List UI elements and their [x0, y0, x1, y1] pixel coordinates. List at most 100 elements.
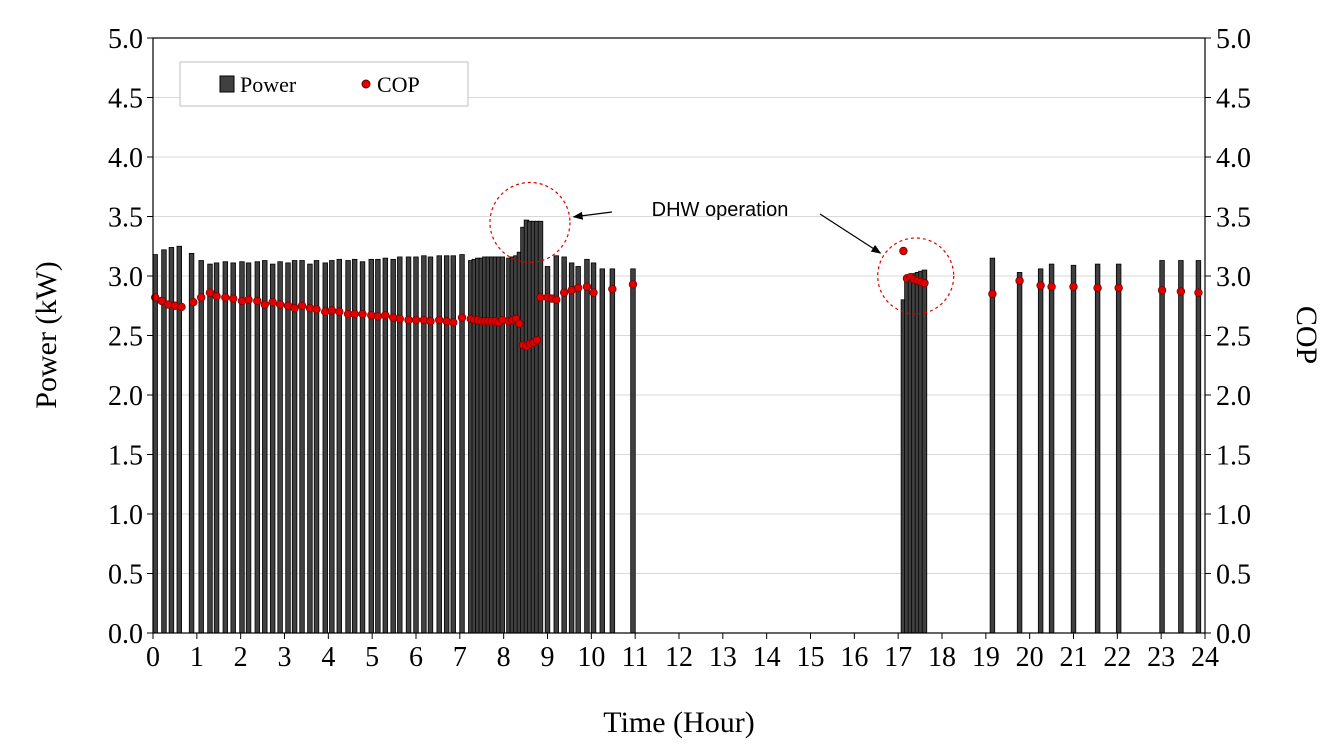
cop-point	[312, 305, 321, 314]
cop-point	[221, 293, 230, 302]
cop-point	[327, 306, 337, 315]
power-bar	[262, 260, 268, 634]
cop-point	[290, 303, 299, 313]
cop-point	[515, 319, 524, 328]
cop-point	[1015, 276, 1024, 285]
y-left-tick-label: 2.5	[108, 322, 143, 353]
y-right-tick-label: 2.5	[1216, 322, 1251, 353]
x-tick-label: 11	[622, 642, 649, 673]
x-tick-label: 20	[1016, 642, 1044, 673]
cop-point	[381, 311, 390, 320]
cop-points	[150, 246, 1203, 351]
y-left-tick-label: 4.5	[108, 84, 143, 115]
cop-point	[608, 284, 617, 294]
power-bar	[277, 261, 283, 634]
y-right-tick-label: 4.5	[1216, 84, 1251, 115]
x-tick-label: 9	[541, 642, 555, 673]
power-bar	[553, 255, 559, 634]
x-tick-label: 12	[665, 642, 693, 673]
cop-point	[1194, 288, 1203, 297]
cop-point	[358, 309, 367, 319]
y-left-tick-label: 0.5	[108, 560, 143, 591]
x-tick-label: 16	[840, 642, 868, 673]
y-left-tick-label: 4.0	[108, 143, 143, 174]
power-bar	[921, 269, 928, 634]
y-axis-right-ticks: 0.0 0.5 1.0 1.5 2.0 2.5 3.0 3.5 4.0 4.5 5.0	[1205, 24, 1251, 650]
cop-point	[582, 282, 592, 291]
cop-point	[244, 295, 253, 304]
cop-point	[404, 315, 413, 325]
x-tick-label: 13	[709, 642, 737, 673]
power-bar	[544, 266, 551, 634]
x-tick-label: 22	[1103, 642, 1131, 673]
x-tick-label: 7	[453, 642, 467, 673]
y-left-tick-label: 3.5	[108, 203, 143, 234]
annotation-label: DHW operation	[652, 199, 789, 221]
power-bar	[397, 256, 403, 634]
cop-point	[189, 297, 198, 307]
y-right-tick-label: 0.5	[1216, 560, 1251, 591]
y-left-tick-label: 5.0	[108, 24, 143, 55]
power-bar	[436, 255, 442, 634]
cop-point	[275, 300, 285, 309]
x-tick-label: 23	[1147, 642, 1175, 673]
x-axis-ticks: 0 1 2 3 4 5 6 7 8 9 10 11 12 13 14 15 16 17 18 19 20 21 22 23 24	[146, 633, 1219, 673]
power-bar	[584, 258, 590, 634]
cop-point	[426, 317, 435, 326]
x-tick-label: 3	[278, 642, 292, 673]
cop-point	[395, 314, 404, 324]
cop-point	[628, 280, 638, 289]
power-bar	[413, 256, 419, 634]
x-tick-label: 17	[884, 642, 912, 673]
power-bar	[245, 262, 252, 634]
power-bar	[499, 256, 506, 634]
power-bar	[285, 262, 291, 634]
power-bar	[1178, 260, 1184, 634]
power-bar	[1016, 272, 1023, 634]
power-bar	[443, 255, 450, 634]
power-bar	[1037, 268, 1044, 634]
cop-point	[268, 297, 277, 307]
annotation-arrow	[572, 211, 613, 220]
cop-point	[229, 294, 238, 303]
power-bar	[254, 261, 261, 634]
power-bar	[561, 256, 567, 634]
x-tick-label: 19	[972, 642, 1000, 673]
power-bar	[609, 268, 616, 634]
y-right-tick-label: 1.0	[1216, 500, 1251, 531]
cop-point	[177, 302, 186, 312]
power-bar	[269, 263, 276, 634]
legend: Power COP	[179, 61, 469, 107]
power-bar	[421, 255, 427, 634]
cop-point	[573, 283, 583, 293]
power-bar	[322, 262, 328, 634]
power-bar	[599, 268, 605, 634]
y-right-tick-label: 4.0	[1216, 143, 1251, 174]
power-bar	[405, 256, 412, 634]
power-bar	[307, 263, 313, 634]
power-bars	[152, 219, 1202, 634]
power-bar	[450, 255, 456, 634]
power-bar	[1159, 260, 1165, 634]
power-bar	[299, 260, 305, 634]
legend-power-label: Power	[240, 72, 297, 97]
y-left-tick-label: 3.0	[108, 262, 143, 293]
annotation-circle	[489, 181, 571, 264]
cop-point	[1176, 287, 1186, 296]
cop-point	[899, 246, 908, 256]
annotation-arrow	[819, 213, 882, 254]
power-bar	[630, 268, 636, 634]
power-bar	[575, 266, 581, 634]
cop-point	[920, 278, 929, 288]
power-bar	[568, 262, 575, 634]
annotation-circle	[877, 237, 955, 315]
y-right-tick-label: 5.0	[1216, 24, 1251, 55]
legend-cop-label: COP	[377, 72, 420, 97]
cop-point	[457, 313, 467, 322]
cop-point	[1093, 283, 1102, 293]
cop-point	[373, 312, 383, 321]
power-bar	[207, 263, 213, 634]
y-left-tick-label: 0.0	[108, 619, 143, 650]
cop-point	[197, 293, 206, 302]
power-bar	[213, 262, 220, 634]
